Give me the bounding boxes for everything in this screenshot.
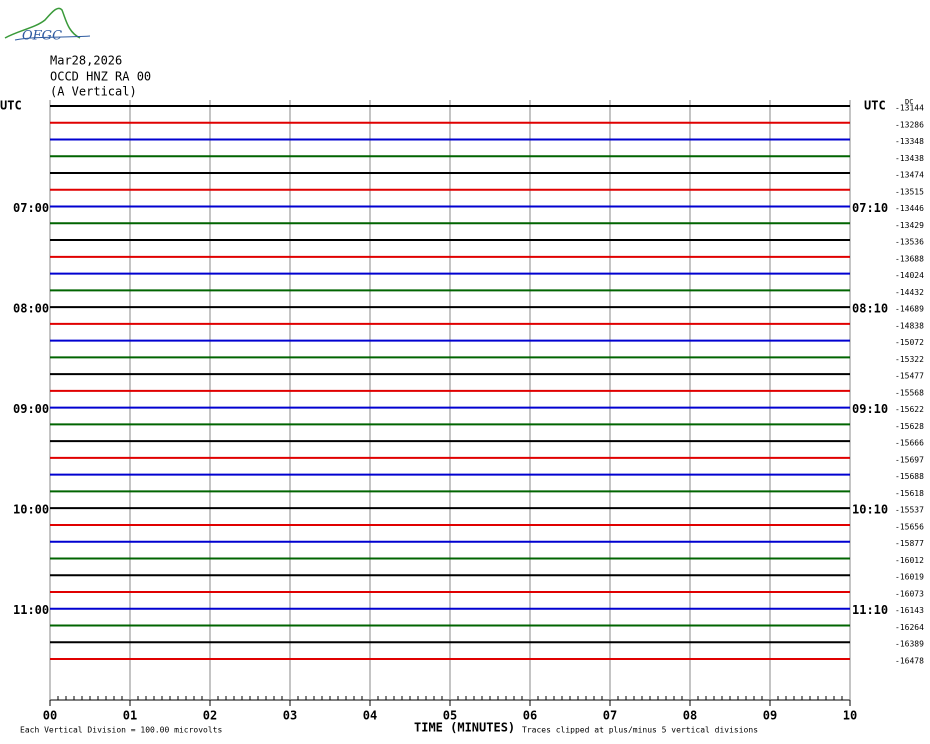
left-timezone: UTC: [0, 99, 22, 113]
x-tick-label: 04: [363, 709, 377, 723]
trace-offset: -14689: [895, 305, 924, 314]
x-tick-label: 10: [843, 709, 857, 723]
trace-offset: -14432: [895, 288, 924, 297]
left-hour-label: 09:00: [13, 402, 49, 416]
trace-offset: -15656: [895, 522, 924, 531]
right-hour-label: 11:10: [852, 603, 888, 617]
trace-offset: -16478: [895, 657, 924, 666]
x-tick-label: 05: [443, 709, 457, 723]
footer-left: Each Vertical Division = 100.00 microvol…: [20, 726, 222, 735]
trace-offset: -16264: [895, 623, 924, 632]
x-tick-label: 03: [283, 709, 297, 723]
date: Mar28,2026: [50, 54, 122, 68]
trace-offset: -14024: [895, 271, 924, 280]
trace-offset: -15618: [895, 489, 924, 498]
trace-offset: -13438: [895, 154, 924, 163]
logo-text: OFGC: [22, 29, 62, 44]
trace-offset: -15666: [895, 439, 924, 448]
right-timezone: UTC: [864, 99, 886, 113]
trace-offset: -15072: [895, 338, 924, 347]
component: (A Vertical): [50, 85, 137, 99]
trace-offset: -15688: [895, 472, 924, 481]
trace-offset: -13536: [895, 238, 924, 247]
right-hour-label: 08:10: [852, 302, 888, 316]
x-tick-label: 07: [603, 709, 617, 723]
trace-offset: -15537: [895, 506, 924, 515]
trace-offset: -13515: [895, 187, 924, 196]
trace-offset: -15568: [895, 388, 924, 397]
x-tick-label: 00: [43, 709, 57, 723]
trace-offset: -15877: [895, 539, 924, 548]
station: OCCD HNZ RA 00: [50, 70, 151, 84]
x-tick-label: 08: [683, 709, 697, 723]
x-tick-label: 01: [123, 709, 137, 723]
x-axis-title: TIME (MINUTES): [414, 721, 515, 735]
logo: OFGC: [4, 7, 91, 44]
left-hour-label: 07:00: [13, 201, 49, 215]
x-tick-label: 06: [523, 709, 537, 723]
trace-offset: -15322: [895, 355, 924, 364]
left-hour-label: 10:00: [13, 503, 49, 517]
trace-offset: -16073: [895, 589, 924, 598]
right-hour-label: 10:10: [852, 503, 888, 517]
trace-offset: -16143: [895, 606, 924, 615]
trace-offset: -15477: [895, 372, 924, 381]
right-hour-label: 07:10: [852, 201, 888, 215]
trace-offset: -13446: [895, 204, 924, 213]
trace-offset: -13429: [895, 221, 924, 230]
right-hour-label: 09:10: [852, 402, 888, 416]
left-hour-label: 11:00: [13, 603, 49, 617]
footer-right: Traces clipped at plus/minus 5 vertical …: [522, 726, 758, 735]
x-tick-label: 09: [763, 709, 777, 723]
x-tick-label: 02: [203, 709, 217, 723]
trace-offset: -15628: [895, 422, 924, 431]
trace-offset: -14838: [895, 321, 924, 330]
trace-offset: -13474: [895, 171, 924, 180]
trace-offset: -16389: [895, 640, 924, 649]
trace-offset: -15622: [895, 405, 924, 414]
trace-offset: -13286: [895, 120, 924, 129]
left-hour-label: 08:00: [13, 302, 49, 316]
dc-label: DC: [905, 98, 913, 106]
trace-offset: -13688: [895, 254, 924, 263]
trace-offset: -13348: [895, 137, 924, 146]
trace-offset: -16012: [895, 556, 924, 565]
trace-offset: -15697: [895, 455, 924, 464]
trace-offset: -13144: [895, 104, 924, 113]
trace-offset: -16019: [895, 573, 924, 582]
